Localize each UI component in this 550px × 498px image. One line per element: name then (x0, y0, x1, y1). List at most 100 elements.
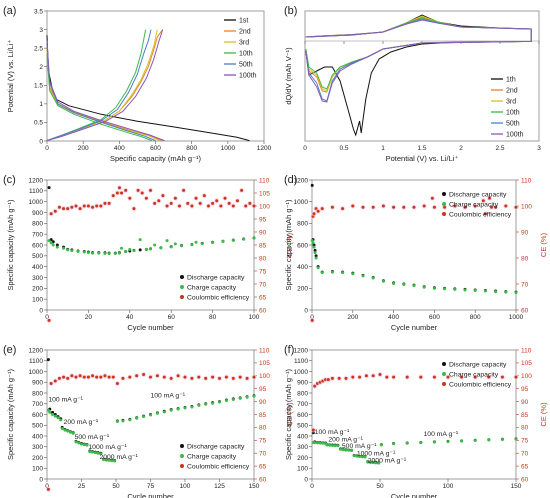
x-tick-label: 400 (388, 314, 399, 321)
y-tick-label: 1000 (29, 369, 44, 376)
y2-tick-label: 95 (521, 386, 529, 393)
data-point-coulombic-efficiency (361, 205, 365, 209)
data-point-charge-capacity (211, 401, 215, 405)
panel-d: (d) 0 200 400 600 800 1000 0 200 400 600 800 1000 120… (284, 174, 548, 332)
legend-label: 1st (239, 18, 248, 25)
y-tick-label: 600 (297, 412, 308, 419)
data-point-charge-capacity (165, 239, 169, 243)
data-point-charge-capacity (103, 251, 107, 255)
data-point-charge-capacity (93, 451, 97, 455)
data-point-discharge-capacity (47, 186, 51, 190)
y-tick-label: 1100 (29, 188, 43, 195)
x-tick-label: 0 (45, 314, 49, 321)
data-point-charge-capacity (419, 441, 423, 445)
data-point-charge-capacity (432, 286, 436, 290)
rate-annotation: 500 mA g⁻¹ (75, 434, 110, 441)
data-point-coulombic-efficiency (430, 196, 434, 200)
data-point-coulombic-efficiency (422, 204, 426, 208)
legend-label: Discharge capacity (449, 362, 507, 369)
data-point-charge-capacity (333, 444, 337, 448)
x-tick-label: 2 (459, 145, 463, 152)
data-point-charge-capacity (371, 276, 375, 280)
data-point-charge-capacity (55, 245, 59, 249)
y2-tick-label: 105 (521, 360, 532, 367)
data-point-coulombic-efficiency (86, 204, 90, 208)
data-point-charge-capacity (231, 397, 235, 401)
data-point-coulombic-efficiency (182, 188, 186, 192)
data-point-charge-capacity (53, 414, 57, 418)
y2-tick-label: 65 (259, 294, 267, 301)
data-point-charge-capacity (330, 443, 334, 447)
data-point-coulombic-efficiency (49, 382, 53, 386)
data-point-coulombic-efficiency (173, 196, 177, 200)
y2-tick-label: 70 (521, 281, 529, 288)
x-tick-label: 20 (85, 314, 93, 321)
y2-tick-label: 90 (521, 399, 529, 406)
data-point-charge-capacity (107, 458, 111, 462)
rate-annotation: 100 mA g⁻¹ (48, 397, 83, 404)
y2-axis-label: CE (%) (539, 232, 548, 257)
data-point-coulombic-efficiency (337, 376, 341, 380)
data-point-coulombic-efficiency (74, 204, 78, 208)
legend-marker (180, 295, 184, 299)
y-tick-label: 400 (32, 433, 43, 440)
data-point-charge-capacity (392, 442, 396, 446)
data-point-coulombic-efficiency (500, 375, 504, 379)
data-point-coulombic-efficiency (215, 199, 219, 203)
data-point-charge-capacity (487, 438, 491, 442)
y-axis-label: Potential (V) vs. Li/Li⁺ (6, 40, 15, 113)
data-point-charge-capacity (473, 439, 477, 443)
data-point-charge-capacity (379, 443, 383, 447)
data-point-coulombic-efficiency (248, 201, 252, 205)
y-tick-label: 3 (39, 27, 43, 34)
x-axis-label: Specific capacity (mAh g⁻¹) (110, 154, 202, 163)
y-tick-label: 500 (32, 253, 43, 260)
data-point-coulombic-efficiency (252, 204, 256, 208)
data-point-charge-capacity (368, 460, 372, 464)
data-point-charge-capacity (59, 418, 63, 422)
x-tick-label: 600 (429, 314, 440, 321)
y2-tick-label: 85 (259, 412, 267, 419)
data-point-charge-capacity (341, 271, 345, 275)
data-point-coulombic-efficiency (149, 188, 152, 192)
legend-label: 1th (506, 77, 516, 84)
series-line-10th (46, 53, 153, 142)
data-point-charge-capacity (128, 247, 132, 251)
data-point-charge-capacity (82, 250, 86, 254)
y-tick-label: 100 (32, 296, 43, 303)
data-point-charge-capacity (135, 416, 139, 420)
x-tick-label: 0 (310, 314, 314, 321)
data-point-charge-capacity (86, 251, 90, 255)
data-point-charge-capacity (85, 443, 89, 447)
data-point-coulombic-efficiency (378, 373, 382, 377)
y-tick-label: 900 (297, 380, 308, 387)
data-point-charge-capacity (200, 242, 204, 246)
y2-tick-label: 70 (259, 281, 267, 288)
x-tick-label: 200 (78, 145, 89, 152)
data-point-discharge-capacity (46, 358, 50, 362)
y-tick-label: 800 (297, 390, 308, 397)
rate-annotation: 200 mA g⁻¹ (64, 419, 99, 426)
x-tick-label: 100 (249, 314, 260, 321)
y-axis-label: dQ/dV (mAh V⁻¹) (284, 47, 293, 105)
x-tick-label: 150 (249, 483, 260, 490)
data-point-coulombic-efficiency (186, 201, 190, 205)
y-tick-label: 1000 (29, 199, 44, 206)
data-point-coulombic-efficiency (136, 188, 140, 192)
legend-label: Charge capacity (449, 372, 499, 379)
x-axis-label: Cycle number (127, 323, 174, 332)
panel-label: (d) (284, 174, 297, 186)
y-tick-label: 500 (297, 423, 308, 430)
data-point-charge-capacity (363, 455, 367, 459)
data-point-coulombic-efficiency (190, 376, 194, 380)
x-axis-label: Cycle number (391, 323, 438, 332)
data-point-coulombic-efficiency (371, 374, 375, 378)
data-point-charge-capacity (149, 413, 152, 417)
data-point-charge-capacity (47, 239, 51, 243)
data-point-coulombic-efficiency (198, 201, 202, 205)
data-point-charge-capacity (110, 459, 114, 463)
data-point-coulombic-efficiency (313, 384, 317, 388)
data-point-coulombic-efficiency (381, 204, 385, 208)
y-tick-label: 0 (304, 307, 308, 314)
